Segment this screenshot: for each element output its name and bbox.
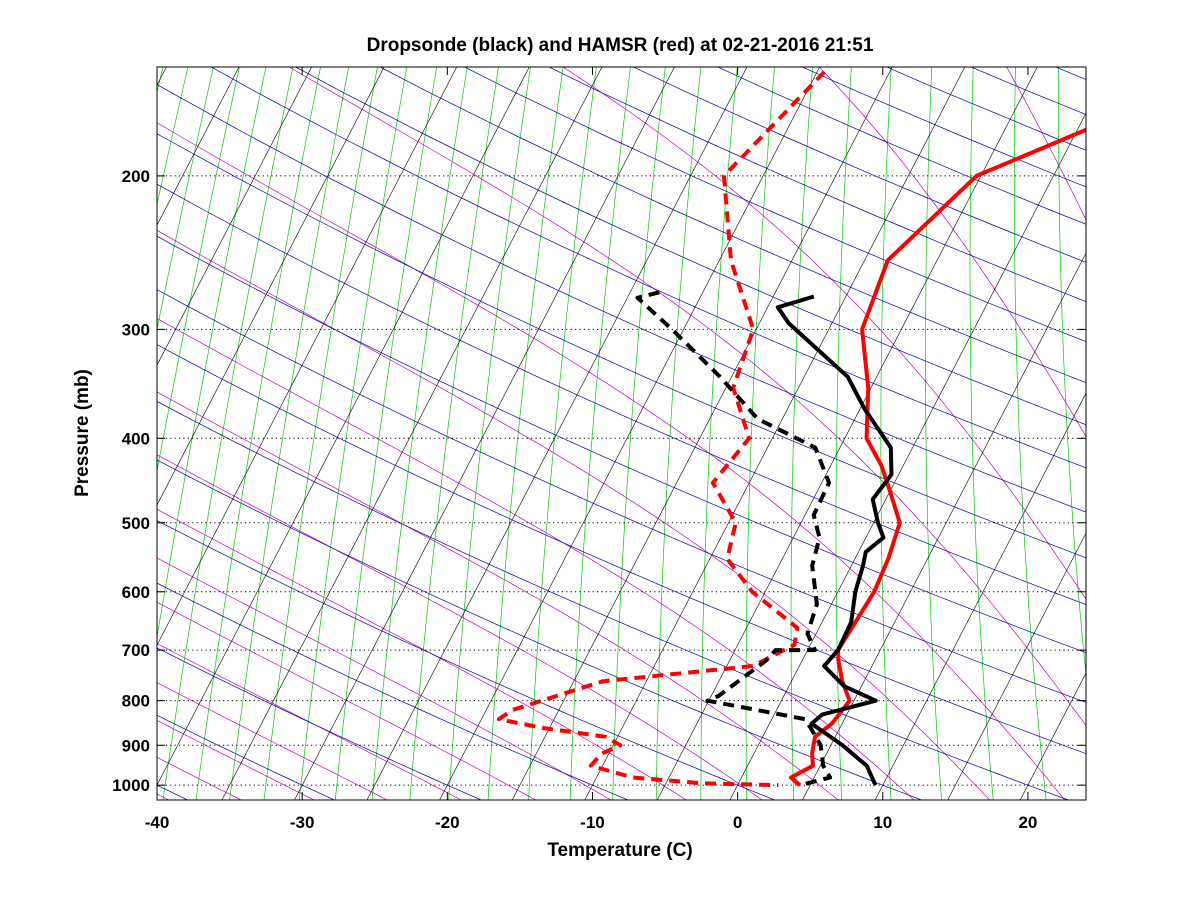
y-tick-label: 200 bbox=[122, 167, 150, 186]
y-tick-label: 400 bbox=[122, 429, 150, 448]
isotherm-line bbox=[802, 252, 1086, 800]
chart-title: Dropsonde (black) and HAMSR (red) at 02-… bbox=[367, 35, 874, 56]
y-tick-label: 900 bbox=[122, 736, 150, 755]
isotherm-line bbox=[584, 67, 966, 800]
mixing-ratio-line bbox=[157, 67, 267, 640]
moist-adiabat-line bbox=[819, 67, 1086, 438]
isotherm-line bbox=[947, 532, 1086, 800]
series-layer bbox=[496, 70, 1086, 788]
x-tick-label: -40 bbox=[145, 813, 170, 832]
mixing-ratio-line bbox=[880, 67, 892, 800]
y-tick-label: 1000 bbox=[112, 776, 150, 795]
mixing-ratio-line bbox=[1014, 67, 1047, 800]
y-tick-label: 300 bbox=[122, 320, 150, 339]
dry-adiabat-line bbox=[294, 67, 1086, 426]
y-tick-label: 500 bbox=[122, 514, 150, 533]
mixing-ratio-line bbox=[612, 67, 666, 800]
mixing-ratio-line bbox=[655, 67, 702, 800]
dry-adiabat-line bbox=[157, 133, 1086, 559]
isotherm-line bbox=[656, 67, 1038, 800]
y-tick-label: 700 bbox=[122, 641, 150, 660]
mixing-ratio-line bbox=[487, 67, 564, 800]
mixing-ratio-line bbox=[298, 67, 408, 800]
isotherm-line bbox=[157, 67, 385, 506]
moist-adiabat-line bbox=[562, 67, 1086, 600]
isotherm-line bbox=[366, 67, 748, 800]
mixing-ratio-line bbox=[229, 67, 350, 800]
series-line-4 bbox=[635, 290, 833, 788]
x-tick-label: 20 bbox=[1018, 813, 1037, 832]
moist-adiabat-line bbox=[157, 601, 537, 800]
moist-adiabat-line bbox=[157, 391, 839, 800]
x-tick-label: 0 bbox=[733, 813, 742, 832]
y-tick-label: 600 bbox=[122, 583, 150, 602]
mixing-ratio-line bbox=[1058, 67, 1086, 679]
x-tick-label: -20 bbox=[435, 813, 460, 832]
mixing-ratio-line bbox=[334, 67, 438, 800]
mixing-ratio-line bbox=[263, 67, 378, 800]
mixing-ratio-line bbox=[790, 67, 813, 800]
series-line-3 bbox=[775, 294, 894, 787]
isotherm-line bbox=[1019, 672, 1086, 800]
y-tick-label: 800 bbox=[122, 692, 150, 711]
mixing-ratio-line bbox=[835, 67, 852, 800]
dry-adiabat-line bbox=[463, 67, 1086, 342]
moist-adiabat-line bbox=[157, 508, 687, 800]
dry-adiabat-line bbox=[157, 344, 1086, 755]
isotherm-line bbox=[221, 67, 603, 800]
mixing-ratio-line bbox=[700, 67, 738, 800]
dry-adiabat-line bbox=[157, 647, 482, 800]
series-line-1 bbox=[788, 127, 1086, 787]
moist-adiabat-line bbox=[157, 229, 990, 800]
dry-adiabat-line bbox=[157, 235, 1086, 654]
isotherm-line bbox=[157, 67, 530, 786]
mixing-ratio-line bbox=[157, 67, 240, 473]
isotherm-line bbox=[511, 67, 893, 800]
y-axis-label: Pressure (mb) bbox=[72, 369, 93, 497]
isotherm-line bbox=[729, 112, 1086, 800]
moist-adiabat-line bbox=[157, 682, 388, 800]
dry-adiabat-line bbox=[157, 714, 336, 800]
moist-adiabat-line bbox=[157, 557, 612, 800]
isotherm-line bbox=[157, 67, 312, 366]
dry-adiabat-line bbox=[157, 401, 1070, 800]
x-axis-label: Temperature (C) bbox=[547, 840, 692, 861]
dry-adiabat-line bbox=[157, 84, 1086, 513]
dry-adiabat-line bbox=[157, 183, 1086, 605]
x-tick-label: -10 bbox=[580, 813, 605, 832]
mixing-ratio-line bbox=[371, 67, 468, 800]
moist-adiabat-line bbox=[157, 720, 315, 800]
dry-adiabat-line bbox=[379, 67, 1086, 383]
isotherm-line bbox=[874, 392, 1086, 800]
moist-adiabat-line bbox=[157, 122, 1066, 800]
dry-adiabat-line bbox=[157, 582, 629, 800]
moist-adiabat-line bbox=[157, 756, 242, 800]
x-tick-label: -30 bbox=[290, 813, 315, 832]
isotherm-line bbox=[439, 67, 820, 800]
x-tick-label: 10 bbox=[873, 813, 892, 832]
mixing-ratio-line bbox=[745, 67, 775, 800]
dry-adiabat-line bbox=[157, 520, 776, 800]
mixing-ratio-line bbox=[448, 67, 531, 800]
dry-adiabat-line bbox=[210, 67, 1086, 469]
moist-adiabat-line bbox=[157, 318, 915, 800]
plot-frame bbox=[156, 66, 1087, 801]
mixing-ratio-line bbox=[195, 67, 321, 800]
mixing-ratio-line bbox=[925, 67, 942, 800]
mixing-ratio-line bbox=[569, 67, 631, 800]
moist-adiabat-line bbox=[157, 454, 763, 800]
moist-adiabat-line bbox=[157, 643, 462, 800]
isotherm-line bbox=[157, 67, 458, 646]
isotherm-line bbox=[294, 67, 675, 800]
mixing-ratio-line bbox=[969, 67, 994, 800]
background-grid bbox=[157, 67, 1086, 800]
moist-adiabat-line bbox=[288, 67, 1086, 727]
isotherm-line bbox=[157, 67, 240, 226]
mixing-ratio-line bbox=[528, 67, 597, 800]
dry-adiabat-line bbox=[157, 459, 923, 800]
